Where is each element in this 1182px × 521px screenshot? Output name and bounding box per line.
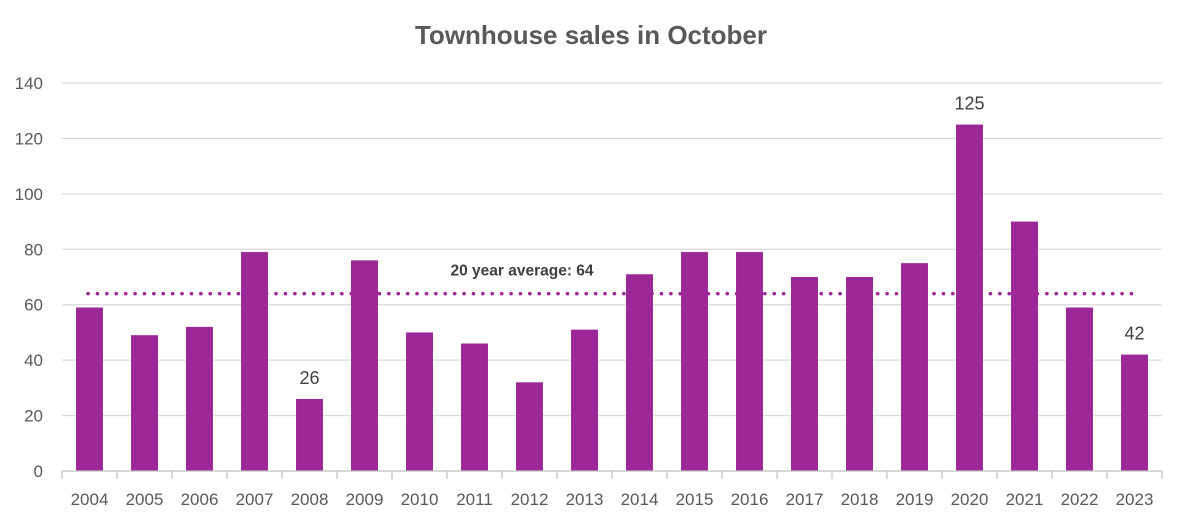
bar-2013: [571, 329, 598, 471]
x-tick-label: 2015: [676, 490, 714, 509]
y-tick-label: 120: [15, 129, 43, 148]
data-label-2020: 125: [954, 94, 984, 114]
data-label-2023: 42: [1124, 324, 1144, 344]
x-tick-label: 2013: [566, 490, 604, 509]
bar-2020: [956, 124, 983, 472]
x-tick-label: 2014: [621, 490, 659, 509]
bar-2009: [351, 260, 378, 471]
bar-2019: [901, 263, 928, 471]
bar-2022: [1066, 307, 1093, 471]
x-tick-label: 2007: [236, 490, 274, 509]
average-line-group: 20 year average: 64: [86, 263, 1135, 296]
x-tick-label: 2005: [126, 490, 164, 509]
y-tick-label: 140: [15, 74, 43, 93]
bar-2023: [1121, 354, 1148, 471]
chart-title: Townhouse sales in October: [415, 20, 767, 50]
gridlines: [62, 82, 1162, 417]
bar-2011: [461, 343, 488, 471]
bar-2005: [131, 335, 158, 471]
x-tick-label: 2023: [1116, 490, 1154, 509]
y-tick-label: 0: [34, 462, 43, 481]
x-tick-label: 2008: [291, 490, 329, 509]
x-tick-label: 2011: [456, 490, 493, 509]
bar-2015: [681, 252, 708, 471]
bar-2016: [736, 252, 763, 471]
x-tick-label: 2019: [896, 490, 934, 509]
y-tick-label: 100: [15, 185, 43, 204]
x-tick-label: 2006: [181, 490, 219, 509]
bar-2007: [241, 252, 268, 471]
bar-2004: [76, 307, 103, 471]
y-tick-label: 40: [24, 351, 43, 370]
bar-2012: [516, 382, 543, 471]
y-axis: 0 20 40 60 80 100 120 140: [15, 74, 43, 481]
x-tick-label: 2004: [71, 490, 109, 509]
y-tick-label: 80: [24, 240, 43, 259]
bar-2014: [626, 274, 653, 471]
data-labels: 26 125 42: [299, 94, 1144, 388]
x-tick-label: 2017: [786, 490, 824, 509]
bar-2018: [846, 277, 873, 471]
y-tick-label: 20: [24, 407, 43, 426]
x-tick-label: 2012: [511, 490, 549, 509]
y-tick-label: 60: [24, 296, 43, 315]
bar-2017: [791, 277, 818, 471]
x-tick-label: 2010: [401, 490, 439, 509]
average-label: 20 year average: 64: [450, 263, 593, 280]
data-label-2008: 26: [299, 368, 319, 388]
bar-2008: [296, 398, 323, 471]
x-tick-label: 2021: [1006, 490, 1044, 509]
bar-2010: [406, 332, 433, 471]
x-tick-label: 2022: [1061, 490, 1099, 509]
bars: [76, 124, 1148, 472]
x-tick-label: 2020: [951, 490, 989, 509]
bar-2006: [186, 326, 213, 471]
x-tick-label: 2009: [346, 490, 384, 509]
x-tick-label: 2016: [731, 490, 769, 509]
x-axis: 2004 2005 2006 2007 2008 2009 2010 2011 2012 2013…: [61, 470, 1163, 509]
x-tick-label: 2018: [841, 490, 879, 509]
bar-2021: [1011, 221, 1038, 471]
